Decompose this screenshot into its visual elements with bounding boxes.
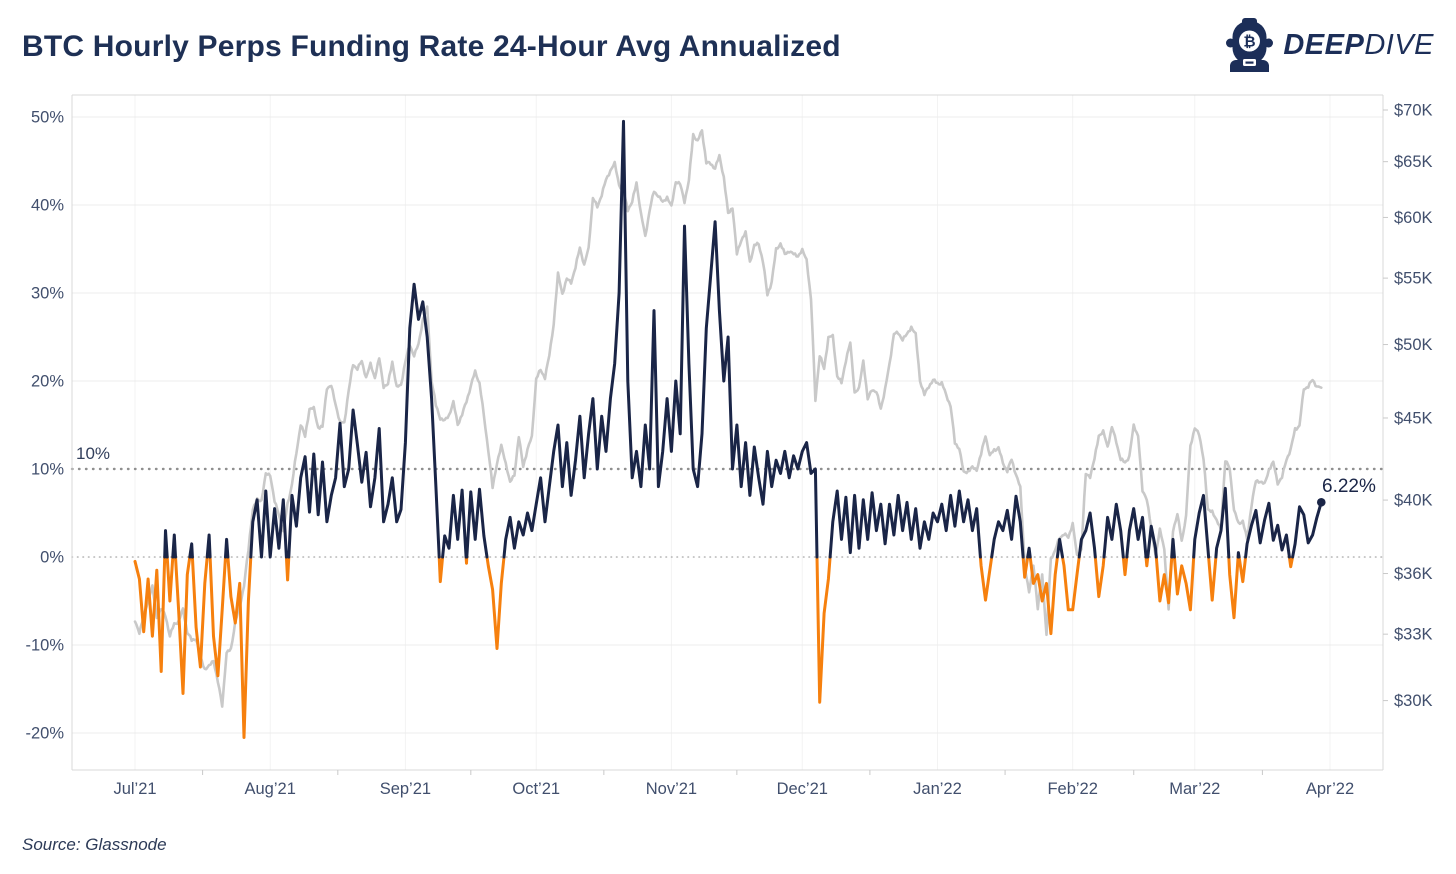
right-axis-tick-label: $36K [1394, 565, 1433, 583]
brand-wordmark: DEEPDIVE [1283, 29, 1434, 62]
btc-price-line [133, 129, 1323, 708]
right-axis-tick-label: $30K [1394, 692, 1433, 710]
left-axis-tick-label: 40% [31, 197, 64, 215]
right-axis-tick-label: $45K [1394, 409, 1433, 427]
deepdive-logo: ₿ DEEPDIVE [1226, 18, 1434, 72]
left-axis-tick-label: 30% [31, 285, 64, 303]
left-axis-tick-label: 10% [31, 461, 64, 479]
right-axis-tick-label: $33K [1394, 626, 1433, 644]
ref-line-10pct-label: 10% [76, 444, 111, 463]
x-axis-month-label: Aug’21 [245, 780, 296, 798]
x-axis-month-label: Feb’22 [1047, 780, 1097, 798]
x-axis-month-label: Nov’21 [646, 780, 697, 798]
right-axis-tick-label: $70K [1394, 102, 1433, 120]
left-axis-tick-label: 50% [31, 109, 64, 127]
last-point-dot [1316, 497, 1326, 507]
page-title: BTC Hourly Perps Funding Rate 24-Hour Av… [22, 30, 841, 63]
left-axis-tick-label: -10% [25, 637, 64, 655]
x-axis-month-label: Jan’22 [913, 780, 962, 798]
funding-line-negative [133, 555, 1295, 739]
diver-helmet-icon: ₿ [1226, 18, 1274, 72]
left-axis-tick-label: 0% [40, 549, 64, 567]
last-value-label: 6.22% [1322, 476, 1376, 497]
left-axis-tick-label: 20% [31, 373, 64, 391]
source-note: Source: Glassnode [22, 835, 167, 854]
right-axis-tick-label: $50K [1394, 336, 1433, 354]
x-axis-month-label: Jul’21 [113, 780, 156, 798]
btc-symbol: ₿ [1244, 33, 1256, 51]
right-axis-tick-label: $65K [1394, 153, 1433, 171]
funding-line-positive [163, 119, 1323, 559]
right-axis-tick-label: $40K [1394, 492, 1433, 510]
right-axis-tick-label: $55K [1394, 270, 1433, 288]
x-axis-month-label: Mar’22 [1169, 780, 1220, 798]
brand-deep: DEEP [1283, 28, 1365, 61]
brand-dive: DIVE [1364, 28, 1434, 61]
right-axis-tick-label: $60K [1394, 209, 1433, 227]
x-axis-month-label: Oct’21 [512, 780, 560, 798]
x-axis-month-label: Dec’21 [777, 780, 828, 798]
x-axis-month-label: Sep’21 [380, 780, 431, 798]
x-axis-month-label: Apr’22 [1306, 780, 1354, 798]
left-axis-tick-label: -20% [25, 725, 64, 743]
